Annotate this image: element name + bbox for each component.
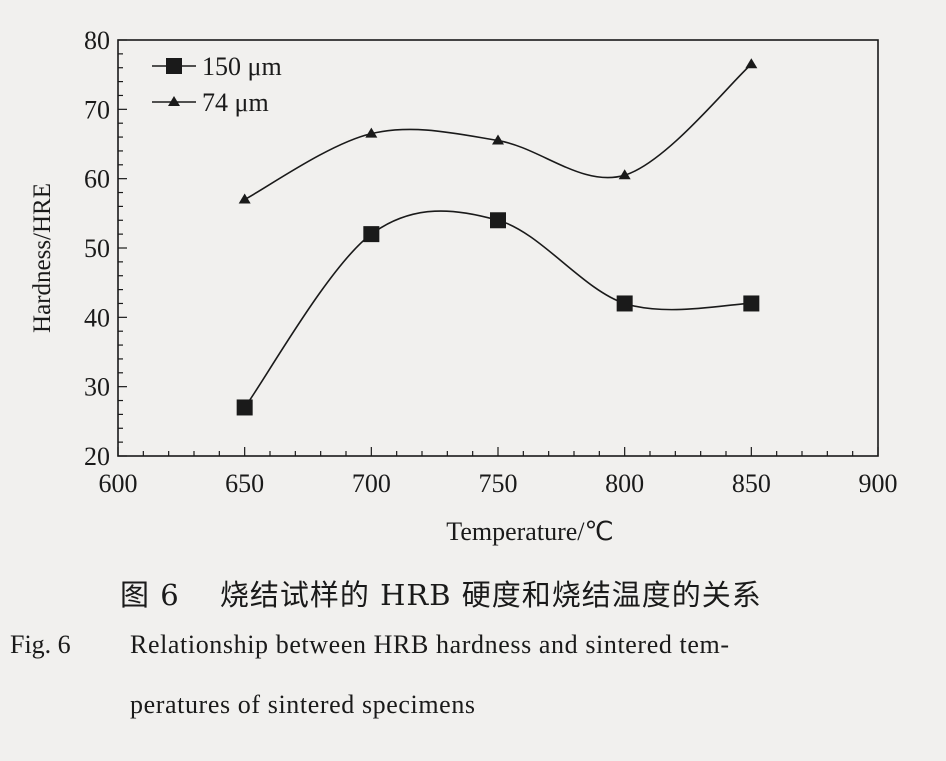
x-tick-label: 750 bbox=[479, 469, 518, 498]
legend-label-2: 74 μm bbox=[202, 88, 269, 117]
y-tick-label: 70 bbox=[84, 95, 110, 124]
chart-series bbox=[236, 58, 760, 416]
y-tick-label: 40 bbox=[84, 303, 110, 332]
series-line-2 bbox=[244, 63, 752, 201]
y-tick-label: 60 bbox=[84, 165, 110, 194]
chart-legend: 150 μm 74 μm bbox=[152, 52, 282, 117]
x-tick-label: 850 bbox=[732, 469, 771, 498]
y-tick-label: 80 bbox=[84, 26, 110, 55]
y-tick-label: 20 bbox=[84, 442, 110, 471]
series-1-point bbox=[743, 295, 760, 312]
legend-marker-2 bbox=[168, 96, 180, 106]
x-tick-label: 650 bbox=[225, 469, 264, 498]
y-axis-label: Hardness/HRE bbox=[29, 183, 56, 333]
series-2-point bbox=[238, 193, 251, 204]
legend-label-1: 150 μm bbox=[202, 52, 282, 81]
series-2-point bbox=[745, 58, 758, 69]
series-1-point bbox=[236, 399, 253, 416]
series-line-1 bbox=[244, 210, 752, 408]
series-2-point bbox=[492, 134, 504, 145]
x-tick-label: 900 bbox=[859, 469, 898, 498]
figure-caption-chinese: 图 6 烧结试样的 HRB 硬度和烧结温度的关系 bbox=[120, 578, 762, 612]
y-tick-label: 50 bbox=[84, 234, 110, 263]
legend-marker-1 bbox=[166, 58, 182, 74]
x-axis-label: Temperature/℃ bbox=[446, 517, 613, 546]
chart-ticks: 600 650 700 750 800 850 900 20 30 40 50 60 70 80 bbox=[84, 26, 898, 498]
y-tick-label: 30 bbox=[84, 373, 110, 402]
series-2-point bbox=[365, 127, 378, 138]
series-1-point bbox=[490, 212, 506, 229]
hardness-temperature-chart: 600 650 700 750 800 850 900 20 30 40 50 60 70 80 150 … bbox=[29, 26, 898, 546]
x-tick-label: 700 bbox=[352, 469, 391, 498]
figure-caption-english-line-1: Relationship between HRB hardness and si… bbox=[130, 630, 730, 659]
series-1-point bbox=[616, 295, 633, 312]
figure-caption-english-line-2: peratures of sintered specimens bbox=[130, 690, 476, 719]
series-2-point bbox=[618, 169, 631, 180]
x-tick-label: 600 bbox=[99, 469, 138, 498]
figure-caption-english-label: Fig. 6 bbox=[10, 630, 71, 659]
series-1-point bbox=[363, 226, 380, 243]
x-tick-label: 800 bbox=[605, 469, 644, 498]
